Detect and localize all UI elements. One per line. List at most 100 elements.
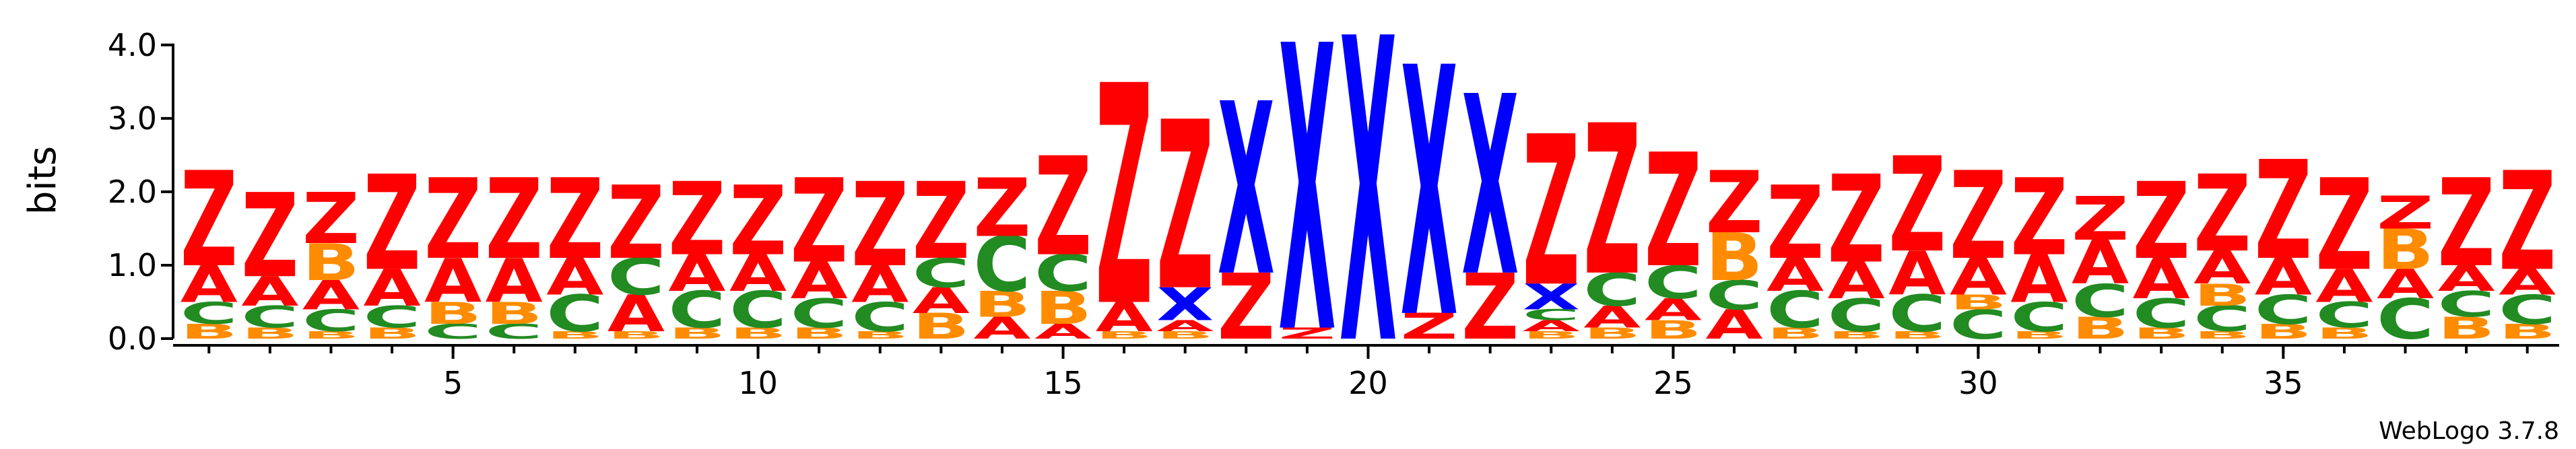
logo-column-19: ZX [1278, 0, 1335, 420]
glyph-z: Z [424, 155, 482, 284]
logo-column-20: X [1340, 0, 1397, 438]
glyph-z: Z [363, 147, 420, 300]
glyph-a: A [607, 285, 665, 344]
glyph-z: Z [1096, 23, 1153, 374]
glyph-b: B [424, 296, 482, 331]
glyph-z: Z [2133, 160, 2190, 283]
glyph-z: Z [1278, 324, 1335, 342]
glyph-a: A [1950, 248, 2007, 307]
glyph-b: B [668, 324, 725, 342]
glyph-z: Z [2010, 156, 2068, 279]
y-tick-label: 1.0 [108, 247, 157, 283]
glyph-b: B [1523, 329, 1580, 341]
glyph-c: C [1645, 256, 1702, 309]
glyph-z: Z [668, 161, 725, 279]
glyph-c: C [729, 281, 787, 340]
glyph-z: Z [1583, 81, 1641, 322]
logo-column-18: ZX [1218, 54, 1275, 360]
glyph-c: C [1828, 289, 1885, 342]
glyph-b: B [363, 324, 420, 342]
glyph-c: C [851, 293, 909, 341]
glyph-a: A [1645, 292, 1702, 327]
glyph-c: C [791, 290, 848, 337]
glyph-a: A [2255, 248, 2312, 307]
glyph-c: C [1950, 301, 2007, 348]
glyph-z: Z [2315, 152, 2373, 299]
glyph-c: C [2377, 287, 2434, 352]
y-axis-label: bits [21, 146, 65, 215]
weblogo-credit: WebLogo 3.7.8 [2379, 417, 2559, 445]
x-tick-label: 15 [1043, 365, 1083, 401]
y-tick-label: 0.0 [108, 320, 157, 357]
glyph-b: B [180, 320, 238, 344]
glyph-x: X [1523, 277, 1580, 318]
glyph-b: B [1828, 329, 1885, 341]
glyph-a: A [363, 260, 420, 318]
glyph-c: C [1034, 244, 1092, 303]
glyph-b: B [2133, 324, 2190, 342]
glyph-b: B [241, 324, 298, 342]
glyph-b: B [913, 306, 970, 347]
glyph-z: Z [913, 160, 970, 283]
glyph-b: B [2193, 329, 2251, 341]
glyph-b: B [1096, 329, 1153, 341]
glyph-a: A [2499, 263, 2556, 304]
glyph-a: A [180, 256, 238, 314]
glyph-z: Z [546, 155, 603, 284]
glyph-z: Z [729, 166, 787, 277]
glyph-b: B [1888, 329, 1946, 341]
glyph-c: C [486, 320, 543, 343]
glyph-z: Z [2499, 143, 2556, 301]
glyph-c: C [2193, 299, 2251, 340]
glyph-z: Z [1888, 129, 1946, 281]
glyph-c: C [668, 281, 725, 340]
glyph-c: C [180, 296, 238, 331]
glyph-c: C [2315, 295, 2373, 336]
glyph-b: B [1950, 291, 2007, 314]
glyph-a: A [1034, 320, 1092, 344]
glyph-b: B [1583, 324, 1641, 342]
glyph-b: B [2193, 278, 2251, 313]
glyph-x: X [1278, 0, 1335, 420]
glyph-x: X [1218, 54, 1275, 329]
glyph-a: A [851, 256, 909, 314]
glyph-b: B [973, 284, 1030, 325]
glyph-a: A [302, 272, 360, 319]
glyph-a: A [241, 269, 299, 316]
glyph-a: A [1156, 317, 1214, 335]
glyph-x: X [1401, 0, 1458, 394]
glyph-c: C [424, 320, 482, 343]
glyph-c: C [607, 248, 665, 307]
logo-column-22: ZX [1461, 44, 1519, 360]
x-tick-label: 5 [443, 365, 463, 401]
glyph-z: Z [973, 161, 1030, 254]
x-tick-label: 25 [1653, 365, 1693, 401]
glyph-z: Z [2377, 186, 2434, 240]
glyph-a: A [2315, 261, 2373, 313]
glyph-b: B [2499, 320, 2556, 344]
glyph-a: A [2072, 228, 2129, 298]
glyph-b: B [851, 329, 909, 341]
glyph-z: Z [607, 164, 665, 282]
glyph-b: B [486, 296, 543, 331]
x-tick-label: 30 [1958, 365, 1998, 401]
glyph-a: A [913, 281, 970, 322]
glyph-a: A [2193, 242, 2251, 294]
x-tick-label: 35 [2264, 365, 2303, 401]
